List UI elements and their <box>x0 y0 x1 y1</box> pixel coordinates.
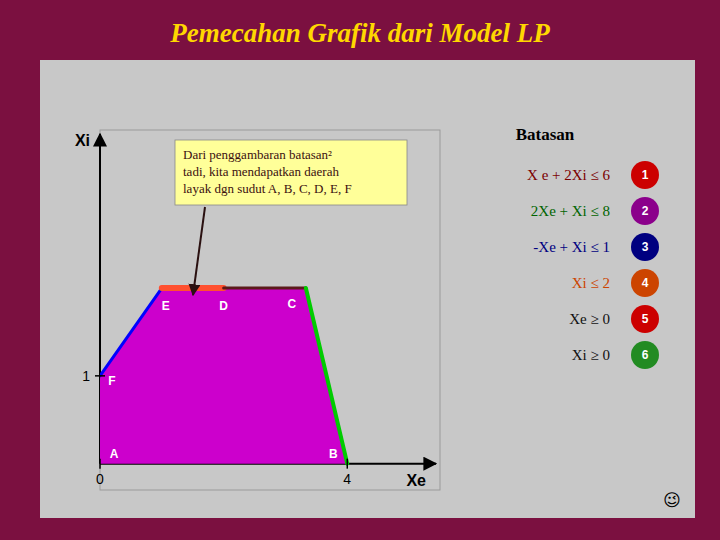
panel <box>40 60 695 518</box>
x-axis-label: Xe <box>406 472 426 489</box>
point-label: F <box>108 374 115 388</box>
x-tick <box>99 459 101 469</box>
x-tick-label: 4 <box>343 471 351 487</box>
constraint-number: 4 <box>642 276 649 290</box>
constraint-text: Xe ≥ 0 <box>569 311 610 327</box>
y-tick-label: 1 <box>82 368 90 384</box>
constraint-number: 2 <box>642 204 649 218</box>
constraint-badge <box>631 197 659 225</box>
corner-emoji: 😉 <box>663 490 681 510</box>
background <box>0 0 720 540</box>
point-label: C <box>288 297 297 311</box>
note-line: Dari penggambaran batasan² <box>183 147 332 162</box>
x-tick-label: 0 <box>96 471 104 487</box>
constraint-text: -Xe + Xi ≤ 1 <box>533 239 610 255</box>
note-box <box>175 140 407 205</box>
boundary-line <box>306 288 347 464</box>
point-label: A <box>110 447 119 461</box>
note-arrow <box>193 207 205 295</box>
constraint-badge <box>631 233 659 261</box>
constraint-text: 2Xe + Xi ≤ 8 <box>531 203 610 219</box>
y-axis-label: Xi <box>75 132 90 149</box>
constraint-number: 3 <box>642 240 649 254</box>
boundary-line <box>100 288 162 376</box>
constraint-badge <box>631 269 659 297</box>
constraint-badge <box>631 341 659 369</box>
y-tick <box>95 375 105 377</box>
constraints-title: Batasan <box>516 125 575 144</box>
constraint-text: Xi ≤ 2 <box>572 275 610 291</box>
constraint-number: 6 <box>642 348 649 362</box>
constraint-badge <box>631 161 659 189</box>
point-label: D <box>219 299 228 313</box>
plot-frame <box>100 130 440 490</box>
constraint-text: Xi ≥ 0 <box>572 347 610 363</box>
title: Pemecahan Grafik dari Model LP <box>169 18 550 48</box>
note-text: Dari penggambaran batasan² tadi, kita men… <box>183 147 352 196</box>
plot-data <box>100 288 347 464</box>
boundary-line <box>224 287 306 290</box>
x-tick <box>347 459 349 469</box>
constraint-number: 1 <box>642 168 649 182</box>
chart: Pemecahan Grafik dari Model LP A B C D E F 0 4 1 X… <box>0 0 720 540</box>
point-label: B <box>329 447 338 461</box>
constraint-text: X e + 2Xi ≤ 6 <box>527 167 610 183</box>
note-line: layak dgn sudut A, B, C, D, E, F <box>183 181 352 196</box>
point-label: E <box>162 299 170 313</box>
constraint-badge <box>631 305 659 333</box>
note-line: tadi, kita mendapatkan daerah <box>183 164 339 179</box>
constraint-number: 5 <box>642 312 649 326</box>
feasible-region <box>100 288 347 464</box>
